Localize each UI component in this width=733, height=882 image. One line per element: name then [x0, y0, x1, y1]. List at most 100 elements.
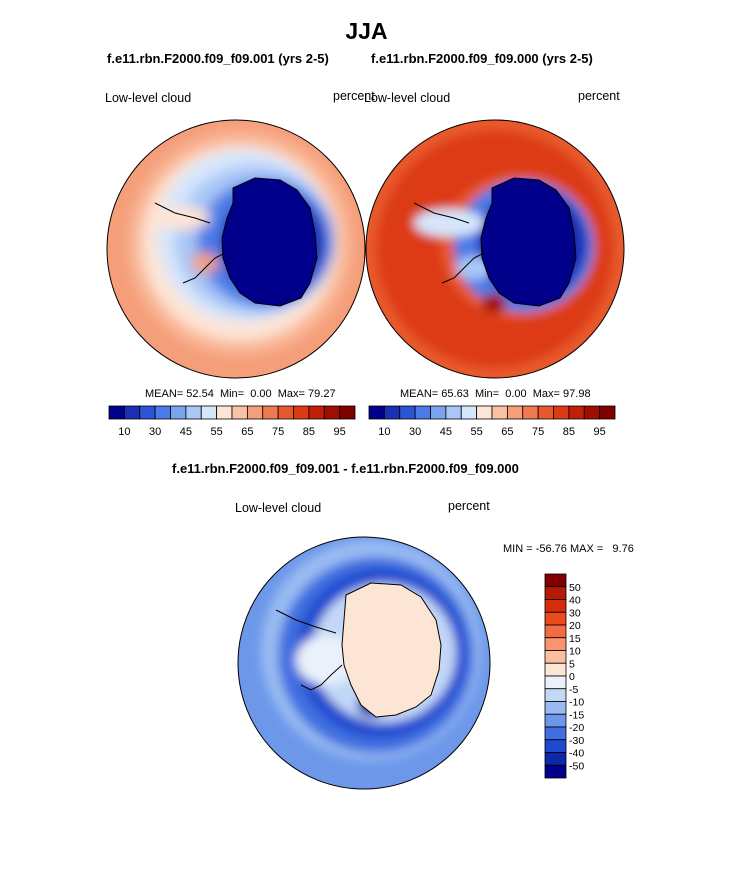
colorbar-panel-1-tick-label: 65 [241, 426, 253, 438]
colorbar-panel-2-swatch [399, 405, 416, 420]
colorbar-panel-1-swatch [246, 405, 264, 420]
colorbar-panel-1-swatch [139, 405, 156, 420]
panel-2-stats: MEAN= 65.63 Min= 0.00 Max= 97.98 [400, 388, 591, 400]
colorbar-panel-2-swatch [583, 405, 601, 420]
colorbar-difference-tick-label: 15 [569, 633, 581, 645]
colorbar-panel-1-swatch [277, 405, 294, 420]
colorbar-difference-tick-label: 0 [569, 671, 575, 683]
colorbar-difference-tick-label: -40 [569, 748, 584, 760]
panel-1-map [106, 119, 366, 379]
colorbar-panel-2: 10 30 45 55 65 75 85 95 [368, 405, 616, 438]
colorbar-difference-tick-label: 20 [569, 620, 581, 632]
panel-1-min-value: 0.00 [250, 388, 272, 400]
colorbar-difference-tick-label: -20 [569, 722, 584, 734]
colorbar-panel-2-swatch [568, 405, 585, 420]
colorbar-panel-2-tick-label: 55 [471, 426, 483, 438]
panel-1-max-label: Max= [277, 388, 305, 400]
panel-2-map [365, 119, 625, 379]
panel-2-max-value: 97.98 [563, 388, 591, 400]
panel-1-units-label: percent [333, 89, 375, 103]
panel-2-min-value: 0.00 [505, 388, 527, 400]
colorbar-difference-tick-label: -5 [569, 684, 578, 696]
colorbar-panel-2-swatch [460, 405, 478, 420]
colorbar-panel-2-swatch [522, 405, 539, 420]
colorbar-panel-1-tick-label: 30 [149, 426, 161, 438]
colorbar-difference-swatch [544, 586, 567, 600]
colorbar-panel-1: 10 30 45 55 65 75 85 95 [108, 405, 356, 438]
colorbar-panel-2-swatch [553, 405, 570, 420]
panel-2-units-label: percent [578, 89, 620, 103]
colorbar-panel-1-swatch [123, 405, 141, 420]
difference-map [237, 536, 491, 790]
colorbar-panel-1-swatch [308, 405, 325, 420]
colorbar-panel-2-tick-label: 65 [501, 426, 513, 438]
panel-1-min-label: Min= [219, 388, 245, 400]
panel-1-mean-value: 52.54 [186, 388, 214, 400]
colorbar-difference-tick-label: 50 [569, 582, 581, 594]
colorbar-difference-swatch [544, 624, 567, 639]
panel-2-mean-label: MEAN= [400, 388, 439, 400]
colorbar-panel-2-tick-label: 45 [440, 426, 452, 438]
panel-1-stats: MEAN= 52.54 Min= 0.00 Max= 79.27 [145, 388, 336, 400]
colorbar-difference-swatch [544, 573, 567, 588]
colorbar-difference-swatch [544, 701, 567, 715]
colorbar-panel-1-tick-label: 95 [334, 426, 346, 438]
colorbar-panel-1-tick-label: 75 [272, 426, 284, 438]
colorbar-panel-2-tick-label: 30 [409, 426, 421, 438]
colorbar-panel-2-tick-label: 10 [378, 426, 390, 438]
colorbar-panel-2-swatch [491, 405, 508, 420]
colorbar-panel-1-swatch [323, 405, 341, 420]
colorbar-panel-1-tick-label: 55 [211, 426, 223, 438]
colorbar-panel-2-swatch [414, 405, 431, 420]
colorbar-panel-1-tick-label: 85 [303, 426, 315, 438]
panel-2-max-label: Max= [532, 388, 560, 400]
colorbar-difference-swatch [544, 599, 567, 613]
colorbar-panel-1-swatch [185, 405, 202, 420]
panel-1-max-value: 79.27 [308, 388, 336, 400]
panel-1-mean-label: MEAN= [145, 388, 184, 400]
colorbar-panel-2-swatch [383, 405, 401, 420]
colorbar-difference-swatch [544, 650, 567, 664]
colorbar-difference-swatch [544, 752, 567, 766]
colorbar-panel-1-tick-label: 45 [180, 426, 192, 438]
colorbar-panel-2-swatch [506, 405, 524, 420]
colorbar-panel-1-tick-label: 10 [118, 426, 130, 438]
colorbar-panel-1-swatch [108, 405, 125, 420]
colorbar-difference-swatch [544, 611, 567, 626]
panel-2-min-label: Min= [474, 388, 500, 400]
panel-2-mean-value: 65.63 [441, 388, 469, 400]
panel-1-title: f.e11.rbn.F2000.f09_f09.001 (yrs 2-5) [107, 51, 329, 66]
colorbar-difference-tick-label: 40 [569, 595, 581, 607]
colorbar-panel-2-swatch [599, 405, 616, 420]
panel-2-variable-label: Low-level cloud [364, 91, 451, 105]
colorbar-panel-2-swatch [368, 405, 385, 420]
difference-units-label: percent [448, 499, 490, 513]
figure-title: JJA [345, 18, 388, 44]
colorbar-panel-1-swatch [231, 405, 248, 420]
colorbar-panel-1-swatch [339, 405, 356, 420]
colorbar-panel-2-tick-label: 95 [594, 426, 606, 438]
panel-2-title: f.e11.rbn.F2000.f09_f09.000 (yrs 2-5) [371, 51, 593, 66]
colorbar-panel-2-swatch [430, 405, 447, 420]
colorbar-panel-2-swatch [537, 405, 554, 420]
colorbar-difference-swatch [544, 764, 567, 779]
colorbar-difference-swatch [544, 739, 567, 753]
colorbar-difference-swatch [544, 675, 567, 690]
panel-1-variable-label: Low-level cloud [105, 91, 192, 105]
difference-minmax-text: MIN = -56.76 MAX = 9.76 [503, 543, 634, 555]
colorbar-difference-swatch [544, 688, 567, 702]
colorbar-panel-1-swatch [293, 405, 310, 420]
colorbar-difference-tick-label: -10 [569, 697, 584, 709]
colorbar-difference-tick-label: 10 [569, 646, 581, 658]
colorbar-difference-swatch [544, 713, 567, 728]
colorbar-panel-2-tick-label: 85 [563, 426, 575, 438]
colorbar-panel-2-swatch [476, 405, 493, 420]
colorbar-difference-tick-label: -15 [569, 709, 584, 721]
colorbar-panel-1-swatch [200, 405, 218, 420]
colorbar-difference-tick-label: 30 [569, 607, 581, 619]
difference-title: f.e11.rbn.F2000.f09_f09.001 - f.e11.rbn.… [172, 461, 519, 476]
colorbar-difference-swatch [544, 726, 567, 741]
colorbar-difference-tick-label: -50 [569, 760, 584, 772]
colorbar-panel-1-swatch [170, 405, 187, 420]
